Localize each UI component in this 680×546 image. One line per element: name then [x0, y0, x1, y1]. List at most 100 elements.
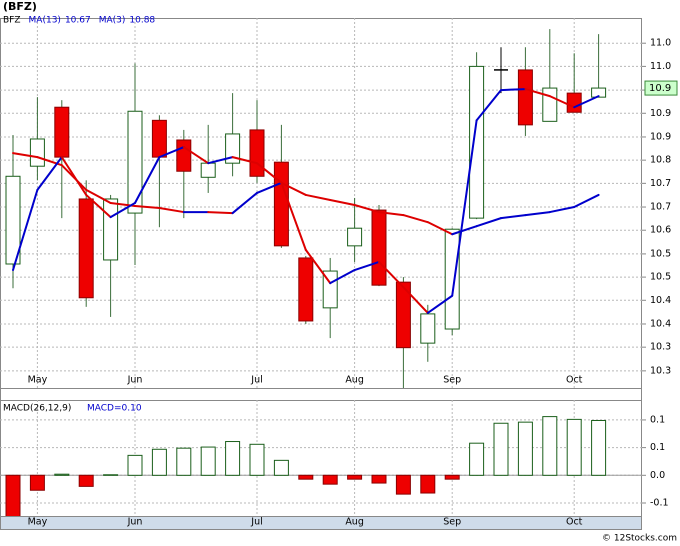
ma-line-segment	[524, 88, 551, 98]
macd-bar	[151, 448, 167, 476]
y-tick-label: 10.3	[650, 342, 671, 353]
candle-body	[542, 87, 558, 122]
macd-bar	[127, 454, 143, 476]
x-tick-label: Oct	[566, 517, 583, 528]
macd-bar	[517, 421, 533, 476]
ma-line-segment	[500, 88, 527, 92]
y-tick-label: 10.4	[650, 295, 671, 306]
ma-line-segment	[256, 181, 283, 194]
ma-line-segment	[304, 248, 332, 285]
macd-bar	[469, 442, 485, 476]
macd-bar	[103, 474, 119, 476]
x-tick-label: Jun	[127, 375, 143, 386]
macd-bar	[347, 474, 363, 480]
candle-body	[200, 162, 216, 178]
x-tick-label: Aug	[345, 375, 364, 386]
candle-body	[371, 209, 387, 286]
y-tick-label: 10.9	[650, 131, 671, 142]
ma-line-segment	[353, 260, 380, 272]
axis-band	[0, 516, 642, 530]
ma-line-segment	[207, 211, 234, 215]
ma-line-segment	[182, 146, 210, 165]
macd-bar	[493, 422, 509, 476]
x-tick-label: Jul	[250, 517, 262, 528]
candle-body	[273, 161, 289, 247]
macd-title: MACD(26,12,9)	[3, 404, 71, 414]
candle-body	[29, 138, 45, 167]
ma-line-segment	[524, 211, 551, 217]
ma-line-segment	[548, 95, 576, 109]
ma-line-segment	[231, 156, 258, 165]
ma-line-segment	[158, 146, 185, 159]
legend-name: MA(3)	[99, 16, 126, 26]
macd-bar	[225, 441, 241, 476]
y-tick-label: 0.0	[650, 470, 665, 481]
macd-bar	[444, 474, 460, 480]
y-tick-label: 10.9	[650, 108, 671, 119]
candle-body	[444, 228, 460, 330]
ma-line-segment	[134, 156, 161, 204]
candle-body	[566, 92, 582, 113]
macd-bar	[249, 443, 265, 476]
ma-line-segment	[85, 193, 112, 219]
ma-line-segment	[451, 225, 478, 236]
ma-line-segment	[402, 214, 429, 224]
y-tick-label: 11.0	[650, 61, 671, 72]
ma-line-segment	[280, 181, 307, 251]
macd-bar	[395, 474, 411, 495]
macd-bar	[566, 418, 582, 476]
candle-body	[225, 133, 241, 164]
macd-bar	[542, 416, 558, 476]
macd-bar	[176, 447, 192, 476]
ma-line-segment	[256, 162, 283, 184]
chart-title: (BFZ)	[3, 0, 37, 13]
y-tick-label: 10.6	[650, 225, 671, 236]
x-tick-label: Sep	[443, 375, 461, 386]
x-tick-label: Jul	[250, 375, 262, 386]
axis-band	[0, 388, 642, 400]
candle-body	[420, 313, 436, 344]
macd-bar	[200, 446, 216, 476]
x-tick-label: May	[28, 517, 48, 528]
candle-body	[469, 65, 485, 219]
legend-ticker: BFZ	[3, 16, 21, 26]
candle-body	[298, 257, 314, 322]
ma-line-segment	[280, 181, 307, 196]
y-tick-label: 10.8	[650, 155, 671, 166]
last-price-box	[644, 80, 678, 96]
candle-body	[347, 227, 363, 247]
ma-line-segment	[329, 198, 356, 207]
legend-name: MA(13)	[29, 16, 61, 26]
candle-body	[395, 281, 411, 349]
macd-bar	[420, 474, 436, 494]
ma-line-segment	[573, 95, 600, 109]
ma-line-segment	[475, 89, 502, 122]
y-tick-label: 0.1	[650, 442, 665, 453]
y-tick-label: 10.7	[650, 202, 671, 213]
y-tick-label: 10.4	[650, 318, 671, 329]
x-tick-label: Oct	[566, 375, 583, 386]
ma-line-segment	[158, 207, 185, 214]
frame	[0, 18, 642, 530]
ma-line-segment	[573, 193, 600, 209]
ma-line-segment	[85, 188, 112, 204]
candle-body	[517, 69, 533, 126]
ma-line-segment	[329, 269, 356, 285]
macd-bar	[54, 473, 70, 476]
candle-body	[176, 139, 192, 172]
x-tick-label: May	[28, 375, 48, 386]
candle-body	[103, 198, 119, 261]
macd-bar	[78, 474, 94, 487]
candle-body	[127, 110, 143, 214]
ma-line-segment	[426, 221, 454, 236]
x-tick-label: Aug	[345, 517, 364, 528]
labels: 11.0 11.0 10.9 10.9 10.9 10.8 10.7 10.7 10.6 10.5…	[3, 16, 678, 528]
ma-line-segment	[402, 286, 429, 314]
macd-panel	[0, 400, 642, 516]
last-price-label: 10.9	[649, 83, 671, 94]
macd-bar	[322, 474, 338, 485]
candle-body	[78, 198, 94, 299]
y-tick-label: 10.5	[650, 272, 671, 283]
macd-bar	[591, 419, 607, 476]
